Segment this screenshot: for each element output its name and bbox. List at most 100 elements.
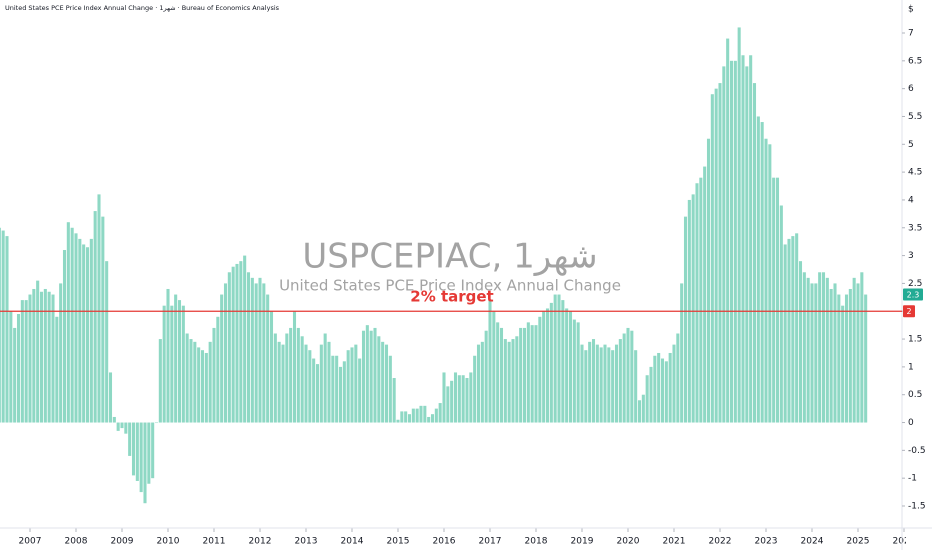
bar xyxy=(442,372,446,423)
bar xyxy=(285,333,289,423)
bar xyxy=(768,144,772,423)
bar xyxy=(806,277,810,423)
bar xyxy=(561,300,565,423)
bar xyxy=(16,314,21,423)
bar xyxy=(392,378,396,423)
bar xyxy=(469,372,473,423)
y-tick-label: 4.5 xyxy=(908,168,922,178)
bar xyxy=(714,88,718,423)
bar xyxy=(572,319,576,423)
y-tick-label: 4 xyxy=(908,195,914,205)
bar xyxy=(177,300,182,423)
bar xyxy=(461,375,465,423)
bar xyxy=(660,358,665,423)
bar xyxy=(783,244,787,423)
bar xyxy=(39,291,44,423)
bar xyxy=(741,55,745,423)
x-tick-label: 2013 xyxy=(295,537,318,547)
bar xyxy=(710,94,714,423)
bar xyxy=(802,272,806,423)
bar xyxy=(446,386,450,423)
bar xyxy=(124,422,128,434)
bar xyxy=(860,272,864,423)
bar xyxy=(388,355,392,423)
bar xyxy=(507,341,511,423)
bar xyxy=(856,283,860,423)
bar xyxy=(427,416,431,423)
bar xyxy=(545,308,550,423)
bar xyxy=(415,408,419,423)
x-tick-label: 2014 xyxy=(341,537,364,547)
bar xyxy=(549,302,553,423)
bar xyxy=(534,325,538,423)
x-tick-label: 2026 xyxy=(893,537,916,547)
bar xyxy=(216,316,220,423)
bar xyxy=(553,294,557,423)
plot xyxy=(0,27,868,504)
bar xyxy=(404,411,408,423)
bar xyxy=(522,327,527,423)
watermark-title: USPCEPIAC, 1شهر xyxy=(302,237,597,277)
bar xyxy=(51,294,55,423)
x-tick-label: 2007 xyxy=(19,537,42,547)
bar xyxy=(185,333,189,423)
bar xyxy=(829,288,833,423)
bar xyxy=(47,291,51,423)
y-tick-label: 1.5 xyxy=(908,335,922,345)
bar xyxy=(814,283,818,423)
bar xyxy=(162,305,166,423)
bar xyxy=(0,227,1,423)
bar xyxy=(526,322,530,423)
bar xyxy=(649,366,653,423)
bar xyxy=(296,327,300,423)
bar xyxy=(614,344,619,423)
bar xyxy=(335,355,339,423)
bar xyxy=(338,366,343,423)
bar xyxy=(170,305,174,423)
bar xyxy=(59,283,63,423)
bar xyxy=(565,308,569,423)
bar xyxy=(423,405,427,423)
bar xyxy=(281,344,285,423)
target-label: 2% target xyxy=(410,288,493,306)
x-tick-label: 2021 xyxy=(663,537,686,547)
bar xyxy=(32,288,36,423)
bar xyxy=(384,344,389,423)
bar xyxy=(258,277,262,423)
bar xyxy=(112,416,116,423)
y-tick-label: -0.5 xyxy=(908,446,926,456)
bar xyxy=(277,341,281,423)
bar xyxy=(212,327,216,423)
bar xyxy=(691,194,695,423)
bar xyxy=(465,378,469,423)
bar xyxy=(315,364,320,423)
bar xyxy=(568,311,573,423)
bar xyxy=(672,344,676,423)
bar xyxy=(120,422,124,429)
y-tick-label: 1 xyxy=(908,362,914,372)
bar xyxy=(131,422,136,476)
bar xyxy=(204,352,208,423)
bar xyxy=(246,272,251,423)
bar xyxy=(584,350,588,423)
bar xyxy=(538,316,542,423)
bar xyxy=(154,422,159,424)
bar xyxy=(810,283,814,423)
bar xyxy=(1,230,5,423)
bar xyxy=(82,244,86,423)
bar xyxy=(818,272,822,423)
bar xyxy=(480,341,484,423)
bar xyxy=(733,60,737,423)
y-tick-label: 2.5 xyxy=(908,279,922,289)
bar xyxy=(737,27,741,423)
bar xyxy=(519,327,523,423)
bar xyxy=(599,347,603,423)
bar xyxy=(289,327,293,423)
bar xyxy=(626,327,630,423)
bar xyxy=(147,422,151,484)
bar xyxy=(327,341,331,423)
bar xyxy=(158,339,162,423)
bar xyxy=(139,422,143,493)
